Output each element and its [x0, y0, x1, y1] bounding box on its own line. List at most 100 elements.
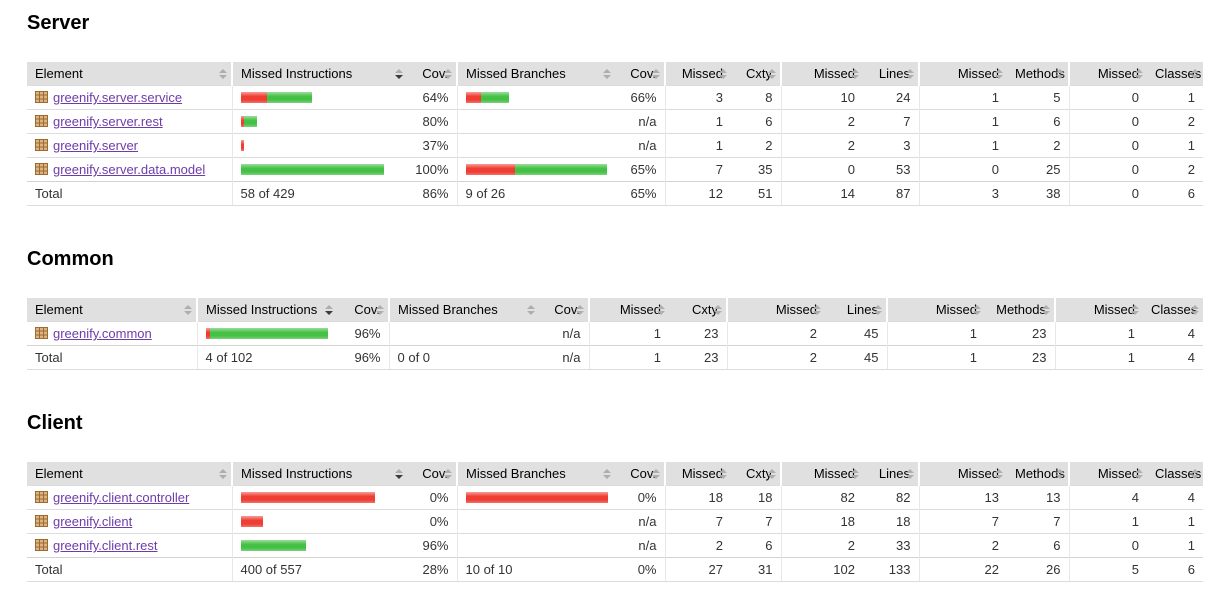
- cell-element: greenify.server: [27, 133, 232, 158]
- column-header-cxty[interactable]: Cxty: [731, 462, 781, 486]
- column-header-label: Methods: [1015, 66, 1065, 81]
- column-header-missed-lines[interactable]: Missed: [726, 298, 825, 322]
- sort-arrows-icon: [1131, 304, 1140, 315]
- column-header-methods[interactable]: Methods: [1007, 462, 1069, 486]
- cell-branch-coverage: 0%: [615, 485, 665, 510]
- column-header-element[interactable]: Element: [27, 298, 197, 322]
- sort-arrows-icon: [1056, 468, 1065, 479]
- cell-classes: 1: [1147, 509, 1203, 534]
- column-header-missed-methods[interactable]: Missed: [918, 462, 1007, 486]
- sort-arrows-icon: [973, 304, 982, 315]
- column-header-missed-lines[interactable]: Missed: [780, 462, 863, 486]
- cell-lines: 3: [863, 133, 919, 158]
- column-header-element[interactable]: Element: [27, 62, 232, 86]
- column-header-missed-cxty[interactable]: Missed: [588, 298, 669, 322]
- cell-missed-classes: 0: [1068, 109, 1147, 134]
- column-header-label: Missed Branches: [466, 66, 566, 81]
- column-header-lines[interactable]: Lines: [825, 298, 887, 322]
- column-header-branch-coverage[interactable]: Cov.: [539, 298, 589, 322]
- cell-lines: 24: [863, 85, 919, 110]
- total-lines: 87: [863, 181, 919, 206]
- total-branch-coverage: 0%: [615, 557, 665, 582]
- column-header-label: Element: [35, 66, 83, 81]
- column-header-methods[interactable]: Methods: [1007, 62, 1069, 86]
- total-missed-lines: 14: [780, 181, 863, 206]
- column-header-label: Cov.: [630, 66, 656, 81]
- column-header-instruction-coverage[interactable]: Cov.: [407, 462, 457, 486]
- column-header-branch-coverage[interactable]: Cov.: [615, 62, 665, 86]
- sort-arrows-icon: [851, 68, 860, 79]
- column-header-label: Missed: [619, 302, 661, 317]
- column-header-cxty[interactable]: Cxty: [669, 298, 727, 322]
- total-missed-cxty: 12: [664, 181, 731, 206]
- column-header-missed-instructions[interactable]: Missed Instructions: [196, 298, 337, 322]
- column-header-label: Missed Instructions: [241, 466, 353, 481]
- column-header-classes[interactable]: Classes: [1143, 298, 1203, 322]
- cell-element: greenify.server.service: [27, 85, 232, 110]
- total-lines: 45: [825, 345, 887, 370]
- column-header-classes[interactable]: Classes: [1147, 462, 1203, 486]
- column-header-missed-lines[interactable]: Missed: [780, 62, 863, 86]
- cell-missed-lines: 18: [780, 509, 863, 534]
- total-missed-branches: 10 of 10: [456, 557, 615, 582]
- package-link[interactable]: greenify.common: [53, 326, 152, 341]
- column-header-instruction-coverage[interactable]: Cov.: [337, 298, 389, 322]
- column-header-missed-branches[interactable]: Missed Branches: [456, 462, 615, 486]
- sort-arrows-icon: [906, 68, 915, 79]
- column-header-branch-coverage[interactable]: Cov.: [615, 462, 665, 486]
- cell-cxty: 2: [731, 133, 781, 158]
- cell-missed-branches: [456, 157, 615, 182]
- package-link[interactable]: greenify.client.rest: [53, 538, 158, 553]
- total-instruction-coverage: 96%: [337, 345, 389, 370]
- cell-missed-cxty: 18: [664, 485, 731, 510]
- package-icon: [35, 91, 48, 103]
- column-header-classes[interactable]: Classes: [1147, 62, 1203, 86]
- cell-missed-lines: 2: [726, 321, 825, 346]
- column-header-lines[interactable]: Lines: [863, 462, 919, 486]
- column-header-missed-instructions[interactable]: Missed Instructions: [231, 62, 407, 86]
- column-header-missed-branches[interactable]: Missed Branches: [388, 298, 539, 322]
- cell-lines: 18: [863, 509, 919, 534]
- cell-missed-classes: 0: [1068, 133, 1147, 158]
- package-link[interactable]: greenify.server.rest: [53, 114, 163, 129]
- column-header-missed-branches[interactable]: Missed Branches: [456, 62, 615, 86]
- column-header-missed-cxty[interactable]: Missed: [664, 62, 731, 86]
- total-missed-instructions: 400 of 557: [231, 557, 407, 582]
- cell-methods: 23: [985, 321, 1055, 346]
- cell-missed-classes: 0: [1068, 533, 1147, 558]
- total-lines: 133: [863, 557, 919, 582]
- total-cxty: 51: [731, 181, 781, 206]
- column-header-missed-instructions[interactable]: Missed Instructions: [231, 462, 407, 486]
- cell-element: greenify.client.controller: [27, 485, 232, 510]
- package-link[interactable]: greenify.server.data.model: [53, 162, 206, 177]
- cell-missed-cxty: 2: [664, 533, 731, 558]
- package-link[interactable]: greenify.server: [53, 138, 139, 153]
- column-header-missed-methods[interactable]: Missed: [886, 298, 985, 322]
- column-header-instruction-coverage[interactable]: Cov.: [407, 62, 457, 86]
- column-header-cxty[interactable]: Cxty: [731, 62, 781, 86]
- cell-missed-methods: 1: [918, 133, 1007, 158]
- cell-branch-coverage: n/a: [615, 133, 665, 158]
- package-link[interactable]: greenify.server.service: [53, 90, 183, 105]
- cell-branch-coverage: 66%: [615, 85, 665, 110]
- column-header-missed-methods[interactable]: Missed: [918, 62, 1007, 86]
- sort-arrows-icon: [906, 468, 915, 479]
- column-header-lines[interactable]: Lines: [863, 62, 919, 86]
- package-icon: [35, 327, 48, 339]
- cell-instruction-coverage: 37%: [407, 133, 457, 158]
- column-header-label: Classes: [1155, 466, 1202, 481]
- coverage-table: Element Missed Instructions Cov. Missed Bra…: [27, 462, 1203, 582]
- column-header-missed-classes[interactable]: Missed: [1054, 298, 1143, 322]
- cell-methods: 2: [1007, 133, 1069, 158]
- column-header-missed-classes[interactable]: Missed: [1068, 462, 1147, 486]
- sort-arrows-icon: [652, 468, 661, 479]
- package-link[interactable]: greenify.client: [53, 514, 133, 529]
- package-link[interactable]: greenify.client.controller: [53, 490, 190, 505]
- cell-missed-classes: 0: [1068, 157, 1147, 182]
- column-header-missed-classes[interactable]: Missed: [1068, 62, 1147, 86]
- package-icon: [35, 163, 48, 175]
- column-header-element[interactable]: Element: [27, 462, 232, 486]
- column-header-methods[interactable]: Methods: [985, 298, 1055, 322]
- cell-missed-instructions: [231, 85, 407, 110]
- column-header-missed-cxty[interactable]: Missed: [664, 462, 731, 486]
